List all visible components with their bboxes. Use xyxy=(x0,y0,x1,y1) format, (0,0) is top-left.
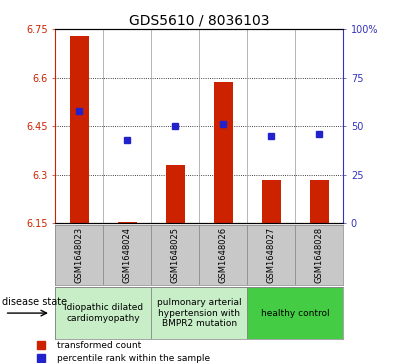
Text: GSM1648024: GSM1648024 xyxy=(123,227,132,283)
Text: percentile rank within the sample: percentile rank within the sample xyxy=(57,354,210,363)
Text: transformed count: transformed count xyxy=(57,341,141,350)
Bar xyxy=(166,165,185,223)
Title: GDS5610 / 8036103: GDS5610 / 8036103 xyxy=(129,14,270,28)
Text: GSM1648026: GSM1648026 xyxy=(219,227,228,283)
Text: GSM1648028: GSM1648028 xyxy=(315,227,324,283)
Text: GSM1648025: GSM1648025 xyxy=(171,227,180,283)
Bar xyxy=(247,287,343,339)
Text: disease state: disease state xyxy=(2,297,67,306)
Text: pulmonary arterial
hypertension with
BMPR2 mutation: pulmonary arterial hypertension with BMP… xyxy=(157,298,242,328)
Bar xyxy=(70,36,89,223)
Text: GSM1648027: GSM1648027 xyxy=(267,227,276,283)
Bar xyxy=(309,180,329,223)
Bar xyxy=(55,287,151,339)
Bar xyxy=(118,222,137,223)
Text: healthy control: healthy control xyxy=(261,309,330,318)
Bar xyxy=(214,82,233,223)
Text: GSM1648023: GSM1648023 xyxy=(75,227,84,283)
Bar xyxy=(151,287,247,339)
Text: idiopathic dilated
cardiomyopathy: idiopathic dilated cardiomyopathy xyxy=(64,303,143,323)
Bar xyxy=(262,180,281,223)
